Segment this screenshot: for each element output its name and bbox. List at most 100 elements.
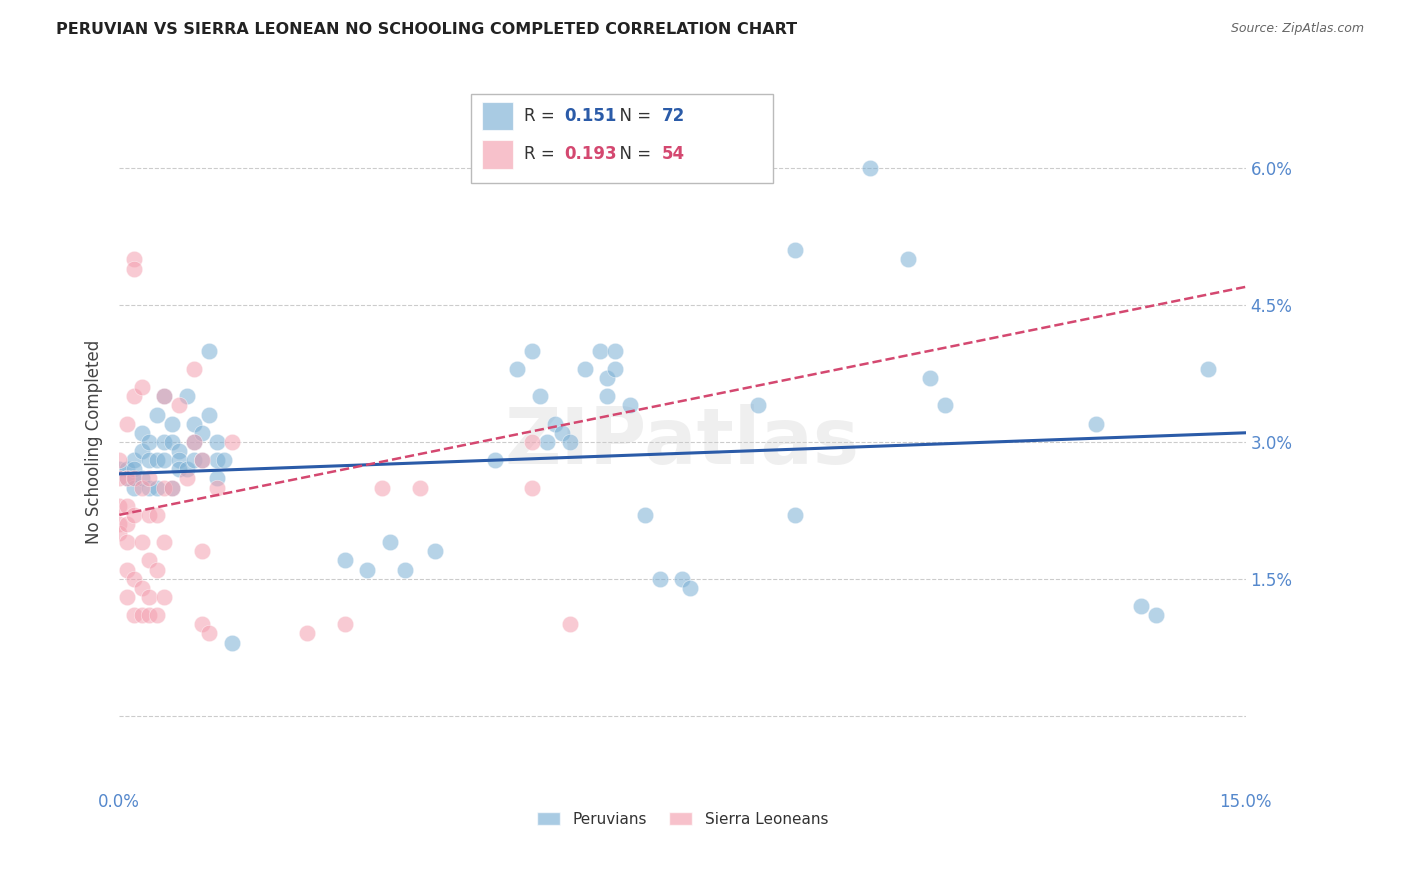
Point	[124, 572, 146, 586]
Point	[108, 471, 131, 485]
Point	[138, 590, 160, 604]
Point	[153, 434, 176, 449]
Point	[146, 563, 169, 577]
Point	[124, 252, 146, 267]
Point	[603, 343, 626, 358]
Point	[558, 434, 581, 449]
Point	[131, 425, 153, 440]
Point	[160, 417, 183, 431]
Point	[115, 563, 138, 577]
Point	[205, 471, 228, 485]
Point	[221, 635, 243, 649]
Point	[934, 399, 956, 413]
Point	[191, 453, 214, 467]
Point	[1084, 417, 1107, 431]
Point	[124, 453, 146, 467]
Point	[191, 617, 214, 632]
Point	[205, 481, 228, 495]
Point	[603, 362, 626, 376]
Point	[153, 389, 176, 403]
Point	[371, 481, 394, 495]
Point	[153, 590, 176, 604]
Point	[394, 563, 416, 577]
Point	[589, 343, 612, 358]
Point	[484, 453, 506, 467]
Text: N =: N =	[609, 107, 657, 125]
Point	[153, 389, 176, 403]
Text: Source: ZipAtlas.com: Source: ZipAtlas.com	[1230, 22, 1364, 36]
Point	[131, 380, 153, 394]
Point	[124, 508, 146, 522]
Point	[920, 371, 942, 385]
Point	[108, 516, 131, 531]
Point	[183, 434, 205, 449]
Point	[536, 434, 558, 449]
Point	[176, 389, 198, 403]
Point	[529, 389, 551, 403]
Point	[221, 434, 243, 449]
Point	[131, 608, 153, 623]
Point	[131, 535, 153, 549]
Point	[198, 408, 221, 422]
Point	[378, 535, 401, 549]
Point	[160, 481, 183, 495]
Point	[108, 499, 131, 513]
Point	[747, 399, 769, 413]
Text: PERUVIAN VS SIERRA LEONEAN NO SCHOOLING COMPLETED CORRELATION CHART: PERUVIAN VS SIERRA LEONEAN NO SCHOOLING …	[56, 22, 797, 37]
Point	[191, 544, 214, 558]
Point	[634, 508, 657, 522]
Y-axis label: No Schooling Completed: No Schooling Completed	[86, 340, 103, 544]
Legend: Peruvians, Sierra Leoneans: Peruvians, Sierra Leoneans	[531, 805, 834, 833]
Point	[153, 535, 176, 549]
Point	[108, 462, 131, 476]
Point	[138, 434, 160, 449]
Point	[897, 252, 920, 267]
Point	[596, 371, 619, 385]
Point	[859, 161, 882, 176]
Point	[333, 553, 356, 567]
Point	[198, 343, 221, 358]
Point	[115, 499, 138, 513]
Point	[160, 481, 183, 495]
Point	[169, 462, 191, 476]
Text: 0.193: 0.193	[564, 145, 616, 163]
Point	[191, 453, 214, 467]
Point	[160, 434, 183, 449]
Point	[596, 389, 619, 403]
Point	[146, 508, 169, 522]
Text: 72: 72	[662, 107, 686, 125]
Point	[153, 453, 176, 467]
Point	[131, 581, 153, 595]
Point	[146, 481, 169, 495]
Point	[124, 471, 146, 485]
Point	[138, 481, 160, 495]
Point	[108, 453, 131, 467]
Point	[138, 471, 160, 485]
Point	[124, 608, 146, 623]
Point	[544, 417, 567, 431]
Point	[679, 581, 702, 595]
Point	[176, 471, 198, 485]
Point	[124, 481, 146, 495]
Point	[522, 434, 544, 449]
Point	[558, 617, 581, 632]
Point	[408, 481, 430, 495]
Text: 0.151: 0.151	[564, 107, 616, 125]
Point	[214, 453, 236, 467]
Point	[183, 417, 205, 431]
Point	[108, 526, 131, 541]
Point	[115, 471, 138, 485]
Point	[169, 453, 191, 467]
Point	[785, 508, 807, 522]
Point	[115, 535, 138, 549]
Text: R =: R =	[524, 145, 561, 163]
Point	[356, 563, 378, 577]
Point	[183, 434, 205, 449]
Point	[619, 399, 641, 413]
Point	[648, 572, 671, 586]
Point	[131, 471, 153, 485]
Point	[131, 481, 153, 495]
Point	[138, 608, 160, 623]
Text: 54: 54	[662, 145, 685, 163]
Point	[785, 244, 807, 258]
